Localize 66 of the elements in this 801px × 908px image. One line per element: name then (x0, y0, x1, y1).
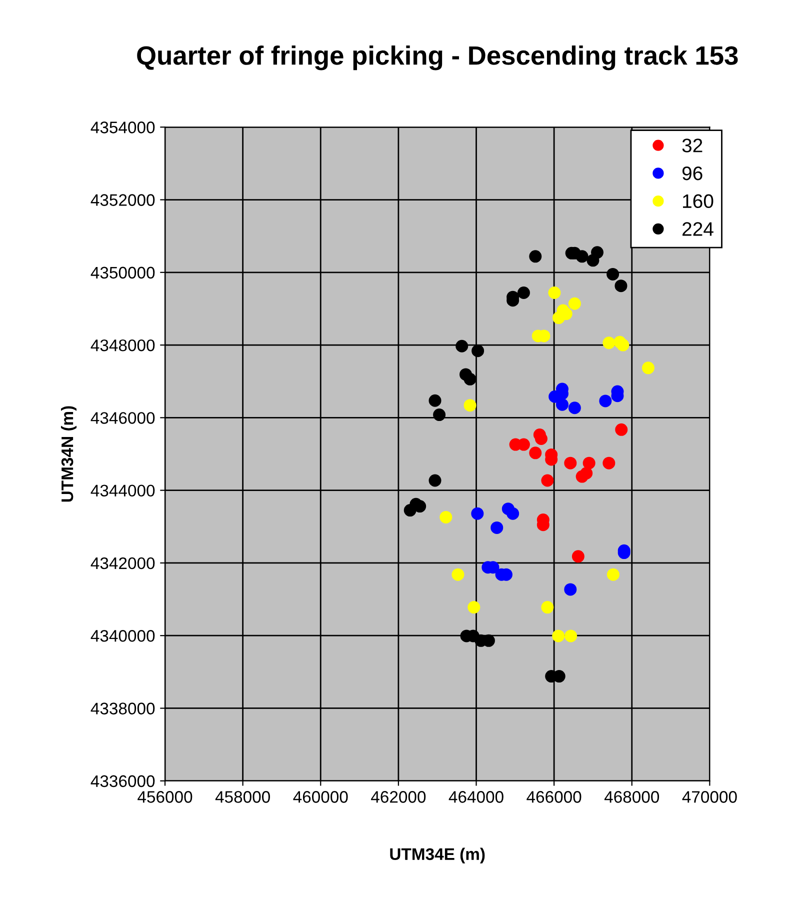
point (548, 286, 561, 299)
point (456, 340, 468, 352)
point (580, 467, 593, 480)
point (517, 286, 530, 299)
legend-label: 96 (682, 166, 702, 180)
point (440, 510, 452, 524)
point (452, 568, 464, 581)
point (541, 474, 554, 487)
x-axis-title: UTM34E (m) (390, 848, 485, 864)
x-tick-label: 458000 (215, 791, 270, 803)
point (556, 398, 568, 411)
point (576, 250, 588, 263)
point (606, 568, 620, 581)
x-tick-label: 464000 (448, 791, 504, 803)
point (472, 344, 484, 358)
y-tick-label: 4346000 (90, 412, 155, 424)
point (616, 338, 630, 352)
point (568, 297, 581, 310)
point (591, 246, 604, 259)
point (552, 312, 565, 324)
point (433, 408, 446, 422)
point (506, 507, 520, 520)
y-tick-label: 4344000 (90, 484, 155, 497)
x-tick-label: 466000 (526, 791, 582, 803)
chart-title: Quarter of fringe picking - Descending track 153 (137, 45, 738, 70)
legend-label: 224 (682, 222, 714, 236)
point (468, 601, 480, 614)
point (599, 394, 612, 408)
y-tick-label: 4350000 (90, 266, 155, 279)
y-tick-label: 4352000 (90, 194, 155, 206)
point (572, 550, 584, 563)
point (602, 456, 616, 470)
point (642, 362, 654, 374)
point (428, 474, 442, 487)
point (529, 250, 542, 263)
point (541, 601, 554, 614)
legend-label: 160 (683, 194, 714, 208)
point (529, 446, 542, 460)
y-tick-label: 4338000 (90, 702, 155, 714)
point (428, 394, 442, 407)
y-tick-label: 4354000 (90, 122, 155, 134)
x-tick-label: 468000 (604, 791, 660, 803)
point (564, 456, 577, 470)
x-tick-label: 462000 (371, 791, 426, 803)
point (602, 336, 616, 350)
point (614, 280, 628, 292)
point (582, 456, 596, 470)
y-axis-title: UTM34N (m) (60, 406, 77, 502)
y-tick-label: 4348000 (90, 339, 155, 352)
y-tick-label: 4340000 (90, 630, 155, 642)
x-tick-label: 456000 (138, 791, 192, 803)
legend-label: 32 (682, 138, 702, 152)
point (490, 521, 504, 534)
point (471, 507, 484, 520)
point (568, 402, 581, 414)
point (552, 630, 565, 642)
point (564, 630, 578, 642)
point (564, 583, 577, 596)
y-tick-label: 4342000 (90, 557, 155, 570)
point (464, 399, 476, 412)
y-tick-label: 4336000 (90, 775, 155, 788)
x-tick-label: 460000 (293, 791, 348, 803)
point (464, 372, 476, 386)
point (615, 423, 628, 436)
point (606, 268, 620, 280)
x-tick-label: 470000 (682, 791, 737, 803)
